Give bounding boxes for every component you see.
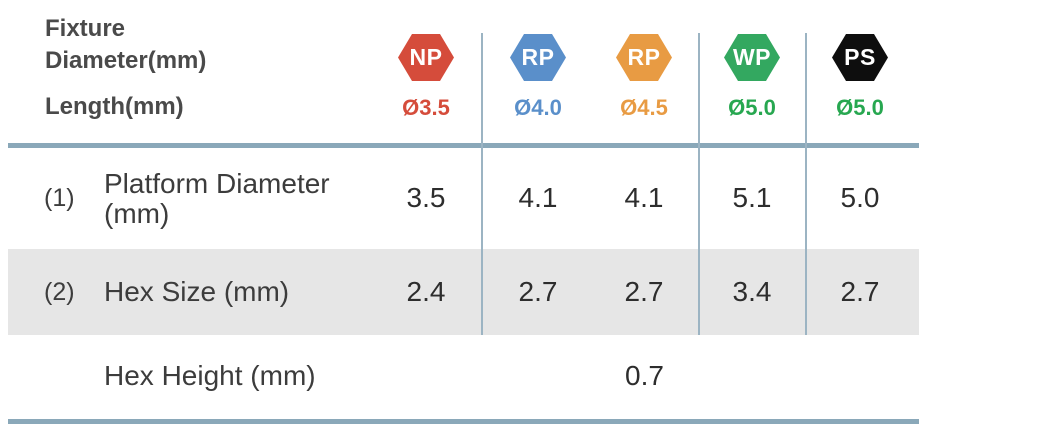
cell-value: 4.1	[518, 182, 558, 213]
hexagon-icon: RP	[616, 34, 672, 81]
hexagon-icon: PS	[832, 34, 888, 81]
platform-badge-column: WP Ø5.0	[697, 34, 807, 120]
row-number: (2)	[44, 278, 75, 306]
cell-value: 3.5	[406, 182, 446, 213]
row-label-hex-height: Hex Height (mm)	[104, 360, 316, 391]
row-label-line1: Platform Diameter	[104, 168, 330, 199]
fixture-heading-line2: Diameter(mm)	[45, 47, 207, 74]
header-rule	[8, 143, 919, 148]
hex-size-row-background	[8, 249, 919, 335]
platform-code: NP	[409, 44, 443, 70]
platform-code: RP	[521, 44, 555, 70]
column-divider	[805, 33, 807, 335]
length-heading: Length(mm)	[45, 93, 184, 120]
cell-value: 4.1	[624, 182, 664, 213]
platform-code: WP	[732, 44, 772, 70]
column-divider	[698, 33, 700, 335]
platform-diameter-label: Ø4.5	[620, 95, 668, 120]
hexagon-icon: WP	[724, 34, 780, 81]
platform-diameter-label: Ø3.5	[402, 95, 450, 120]
row-number: (1)	[44, 184, 75, 212]
platform-code: RP	[627, 44, 661, 70]
fixture-diameter-heading: Fixture Diameter(mm)	[45, 13, 206, 77]
cell-value: 2.7	[624, 276, 664, 307]
bottom-rule	[8, 419, 919, 424]
platform-code: PS	[844, 44, 876, 70]
cell-value: 2.4	[406, 276, 446, 307]
platform-badge-column: NP Ø3.5	[371, 34, 481, 120]
row-label-line2: (mm)	[104, 198, 170, 229]
platform-badge-column: RP Ø4.5	[589, 34, 699, 120]
hexagon-icon: NP	[398, 34, 454, 81]
platform-diameter-label: Ø4.0	[514, 95, 562, 120]
merged-cell-value: 0.7	[625, 360, 664, 391]
cell-value: 5.1	[732, 182, 772, 213]
hexagon-icon: RP	[510, 34, 566, 81]
cell-value: 2.7	[518, 276, 558, 307]
cell-value: 2.7	[840, 276, 880, 307]
fixture-heading-line1: Fixture	[45, 15, 126, 42]
row-label-platform-diameter: Platform Diameter (mm)	[104, 169, 330, 229]
row-label-hex-size: Hex Size (mm)	[104, 276, 290, 307]
cell-value: 5.0	[840, 182, 880, 213]
platform-diameter-label: Ø5.0	[728, 95, 776, 120]
column-divider	[481, 33, 483, 335]
platform-diameter-label: Ø5.0	[836, 95, 884, 120]
cell-value: 3.4	[732, 276, 772, 307]
platform-badge-column: RP Ø4.0	[483, 34, 593, 120]
platform-badge-column: PS Ø5.0	[805, 34, 915, 120]
